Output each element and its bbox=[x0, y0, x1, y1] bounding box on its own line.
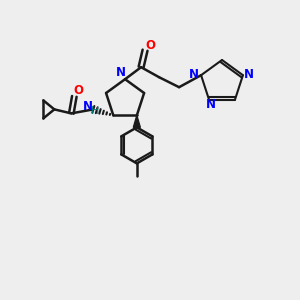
Text: O: O bbox=[145, 39, 155, 52]
Text: N: N bbox=[116, 66, 126, 79]
Text: N: N bbox=[83, 100, 93, 113]
Text: N: N bbox=[206, 98, 216, 111]
Text: N: N bbox=[189, 68, 199, 81]
Polygon shape bbox=[133, 116, 140, 128]
Text: O: O bbox=[73, 84, 83, 97]
Text: H: H bbox=[91, 106, 100, 116]
Text: N: N bbox=[244, 68, 254, 81]
